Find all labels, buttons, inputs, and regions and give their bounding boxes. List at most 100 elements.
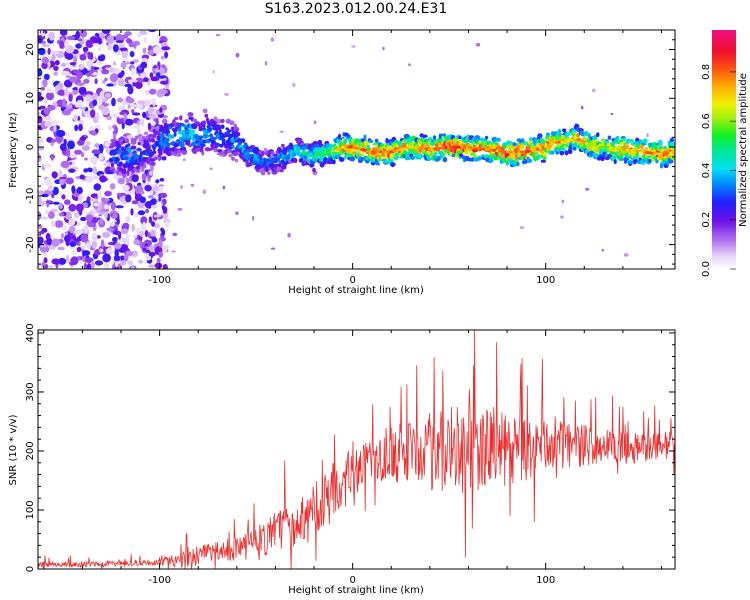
signal-cell	[179, 142, 185, 148]
noise-speckle	[82, 202, 89, 209]
noise-speckle	[610, 112, 614, 116]
noise-speckle	[131, 67, 135, 76]
noise-speckle	[131, 112, 141, 116]
signal-cell	[133, 153, 139, 157]
snr-series-line	[38, 330, 675, 569]
noise-speckle	[123, 254, 129, 262]
signal-cell	[195, 147, 202, 152]
noise-speckle	[74, 149, 83, 155]
noise-speckle	[70, 256, 79, 266]
noise-speckle	[98, 152, 104, 161]
signal-cell	[633, 156, 639, 160]
noise-speckle	[85, 39, 94, 48]
signal-cell	[375, 162, 381, 166]
noise-speckle	[209, 167, 213, 170]
noise-speckle	[172, 232, 178, 237]
noise-speckle	[270, 37, 275, 42]
noise-speckle	[130, 104, 138, 108]
signal-cell	[557, 128, 562, 134]
noise-speckle	[41, 44, 51, 48]
noise-speckle	[45, 115, 52, 121]
signal-cell	[372, 147, 377, 152]
noise-speckle	[38, 91, 42, 97]
noise-speckle	[145, 255, 152, 261]
noise-speckle	[105, 247, 113, 255]
noise-speckle	[102, 80, 106, 84]
colorbar-label: Normalized spectral amplitude	[738, 73, 749, 227]
noise-speckle	[159, 185, 164, 193]
noise-speckle	[39, 244, 48, 248]
noise-speckle	[82, 250, 91, 256]
signal-cell	[668, 159, 674, 164]
signal-cell	[620, 153, 624, 159]
noise-speckle	[98, 98, 103, 106]
noise-speckle	[160, 227, 165, 233]
signal-cell	[596, 132, 600, 137]
noise-speckle	[38, 230, 45, 235]
signal-cell	[496, 146, 502, 150]
signal-cell	[127, 143, 131, 147]
noise-speckle	[61, 62, 66, 67]
noise-speckle	[519, 226, 525, 230]
signal-cell	[143, 131, 149, 135]
noise-speckle	[71, 250, 77, 256]
noise-speckle	[115, 33, 124, 43]
noise-speckle	[140, 118, 145, 127]
signal-cell	[426, 154, 431, 161]
signal-cell	[537, 134, 542, 138]
noise-speckle	[92, 166, 98, 175]
noise-speckle	[182, 158, 186, 161]
signal-cell	[343, 138, 348, 145]
noise-speckle	[104, 191, 112, 197]
signal-cell	[117, 148, 122, 154]
signal-cell	[157, 156, 161, 160]
noise-speckle	[61, 194, 66, 200]
signal-cell	[648, 159, 652, 163]
noise-speckle	[79, 106, 86, 110]
noise-speckle	[162, 264, 168, 269]
noise-speckle	[131, 250, 139, 258]
signal-cell	[572, 131, 577, 136]
signal-cell	[474, 135, 481, 140]
noise-speckle	[143, 77, 149, 83]
noise-speckle	[127, 260, 134, 266]
signal-cell	[488, 158, 494, 163]
signal-cell	[384, 159, 388, 164]
signal-cell	[550, 150, 555, 155]
noise-speckle	[94, 78, 98, 85]
noise-speckle	[98, 67, 102, 72]
page-title: S163.2023.012.00.24.E31	[264, 1, 448, 17]
signal-cell	[233, 126, 240, 132]
noise-speckle	[118, 115, 123, 119]
signal-cell	[191, 141, 197, 147]
noise-speckle	[140, 61, 148, 69]
noise-speckle	[64, 40, 69, 50]
noise-speckle	[41, 62, 48, 70]
signal-cell	[613, 159, 617, 165]
noise-speckle	[66, 35, 76, 41]
signal-cell	[642, 138, 648, 144]
noise-speckle	[38, 68, 43, 77]
noise-speckle	[145, 89, 149, 96]
signal-cell	[627, 160, 633, 165]
noise-speckle	[139, 196, 146, 204]
noise-speckle	[141, 173, 147, 181]
signal-cell	[231, 144, 235, 149]
spectrogram-x-axis-label: Height of straight line (km)	[288, 285, 424, 296]
signal-cell	[166, 129, 171, 134]
noise-speckle	[65, 148, 71, 158]
colorbar-tick-label: 0.8	[701, 64, 712, 80]
noise-speckle	[38, 190, 46, 195]
noise-speckle	[101, 197, 106, 203]
noise-speckle	[125, 233, 130, 242]
noise-speckle	[151, 98, 156, 103]
signal-cell	[495, 137, 502, 142]
signal-cell	[166, 142, 171, 148]
noise-speckle	[292, 82, 296, 88]
spectrogram-y-axis-label: Frequency (Hz)	[8, 112, 19, 188]
noise-speckle	[80, 152, 85, 158]
noise-speckle	[61, 98, 67, 108]
noise-speckle	[46, 237, 53, 246]
noise-speckle	[38, 111, 41, 117]
noise-speckle	[83, 168, 89, 173]
